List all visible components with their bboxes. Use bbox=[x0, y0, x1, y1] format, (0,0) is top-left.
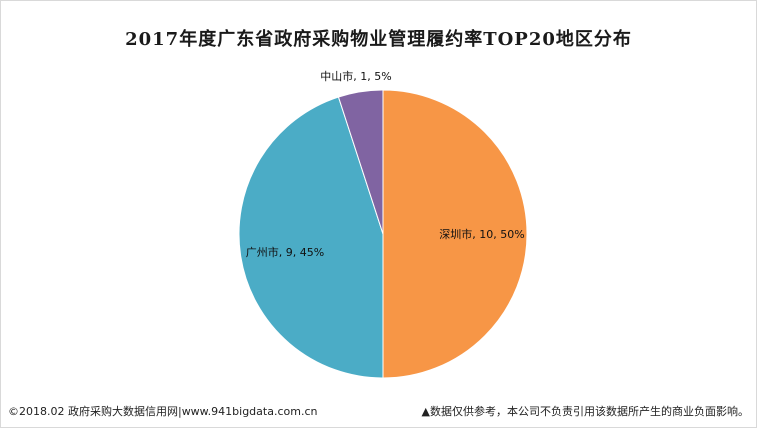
pie-slice-1 bbox=[382, 89, 528, 379]
pie-slice-label-1: 深圳市, 10, 50% bbox=[439, 227, 524, 241]
footer-disclaimer: ▲数据仅供参考，本公司不负责引用该数据所产生的商业负面影响。 bbox=[421, 405, 749, 418]
chart-title: 2017年度广东省政府采购物业管理履约率TOP20地区分布 bbox=[125, 29, 632, 50]
pie-slice-label-2: 广州市, 9, 45% bbox=[246, 245, 324, 259]
pie-slice-label-3: 中山市, 1, 5% bbox=[320, 69, 391, 83]
footer-copyright: ©2018.02 政府采购大数据信用网|www.941bigdata.com.c… bbox=[8, 405, 318, 418]
pie-slice-3 bbox=[337, 89, 384, 235]
pie-slice-2 bbox=[238, 96, 384, 379]
